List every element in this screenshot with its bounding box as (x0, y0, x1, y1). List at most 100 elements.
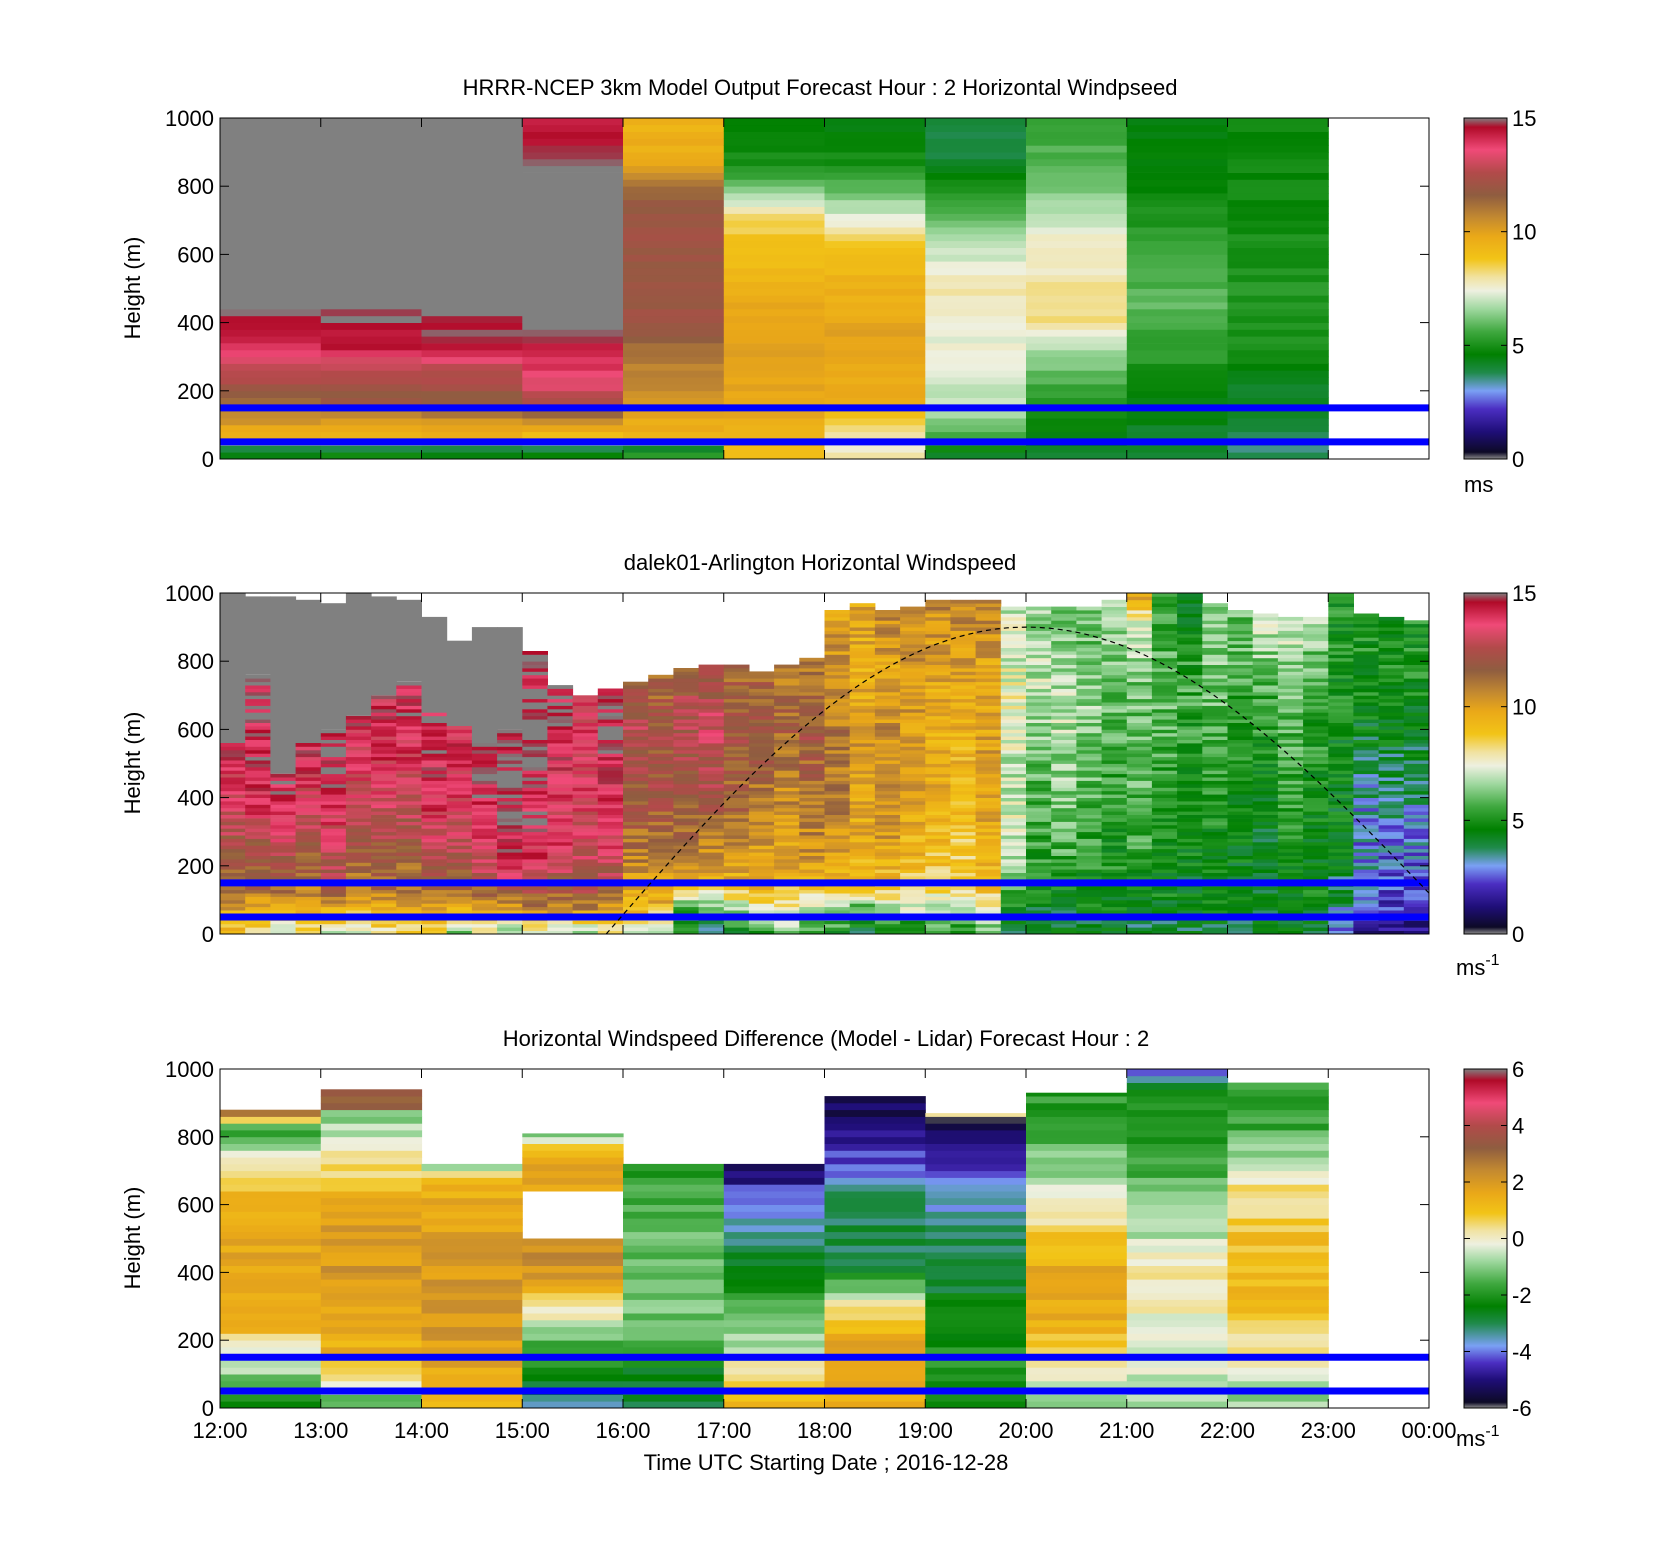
heatmap-cell (1303, 886, 1329, 891)
heatmap-cell (597, 712, 624, 717)
heatmap-cell (396, 685, 422, 689)
heatmap-cell (345, 910, 372, 914)
heatmap-cell (320, 818, 347, 822)
heatmap-cell (623, 1197, 725, 1205)
heatmap-cell (1026, 199, 1128, 207)
heatmap-cell (320, 1252, 423, 1260)
heatmap-cell (824, 165, 926, 173)
heatmap-cell (1126, 903, 1153, 908)
heatmap-cell (1151, 695, 1178, 700)
heatmap-cell (849, 910, 876, 914)
heatmap-cell (597, 838, 624, 843)
heatmap-cell (874, 736, 901, 740)
heatmap-cell (824, 930, 851, 935)
heatmap-cell (1101, 715, 1128, 720)
heatmap-cell (1353, 855, 1380, 860)
heatmap-cell (975, 869, 1002, 873)
heatmap-cell (220, 1380, 322, 1389)
heatmap-cell (1026, 424, 1128, 433)
heatmap-cell (623, 784, 649, 788)
heatmap-cell (1353, 688, 1380, 693)
heatmap-cell (975, 610, 1002, 614)
heatmap-cell (522, 418, 624, 426)
heatmap-cell (396, 807, 422, 812)
heatmap-cell (723, 247, 826, 255)
heatmap-cell (421, 274, 523, 283)
heatmap-cell (950, 674, 977, 679)
heatmap-cell (547, 729, 574, 734)
heatmap-cell (396, 708, 422, 713)
heatmap-cell (572, 828, 599, 833)
heatmap-cell (597, 821, 624, 826)
heatmap-cell (623, 729, 649, 734)
heatmap-cell (320, 1367, 423, 1375)
heatmap-cell (396, 739, 422, 744)
heatmap-cell (648, 743, 674, 747)
heatmap-cell (345, 828, 372, 833)
heatmap-cell (471, 811, 498, 815)
heatmap-cell (1126, 363, 1229, 371)
heatmap-cell (1403, 732, 1430, 737)
heatmap-cell (1151, 668, 1178, 672)
heatmap-cell (1177, 712, 1203, 717)
heatmap-cell (295, 930, 322, 935)
heatmap-cell (1101, 838, 1128, 843)
heatmap-cell (522, 729, 548, 734)
heatmap-cell (748, 930, 775, 935)
heatmap-cell (270, 794, 297, 798)
heatmap-cell (1328, 668, 1354, 672)
heatmap-cell (522, 872, 548, 877)
heatmap-cell (421, 1184, 523, 1192)
heatmap-cell (849, 746, 876, 751)
heatmap-cell (723, 1191, 826, 1199)
heatmap-cell (1177, 715, 1203, 720)
heatmap-cell (295, 896, 322, 901)
heatmap-cell (1151, 784, 1178, 788)
heatmap-cell (1227, 784, 1254, 788)
heatmap-cell (824, 784, 851, 788)
heatmap-cell (345, 756, 372, 761)
heatmap-cell (345, 719, 372, 723)
heatmap-cell (1000, 616, 1027, 621)
heatmap-cell (597, 698, 624, 703)
heatmap-cell (673, 756, 700, 761)
heatmap-cell (799, 841, 825, 846)
heatmap-cell (623, 903, 649, 908)
heatmap-cell (1076, 729, 1103, 734)
heatmap-cell (471, 801, 498, 805)
heatmap-cell (1051, 862, 1077, 867)
heatmap-cell (925, 261, 1027, 269)
heatmap-cell (446, 766, 473, 771)
heatmap-cell (1328, 906, 1354, 911)
heatmap-cell (799, 756, 825, 761)
heatmap-cell (320, 743, 347, 747)
heatmap-cell (1353, 794, 1380, 798)
heatmap-cell (471, 865, 498, 870)
heatmap-cell (320, 1136, 423, 1144)
heatmap-cell (320, 835, 347, 839)
heatmap-cell (597, 705, 624, 710)
heatmap-cell (900, 903, 926, 908)
heatmap-cell (497, 852, 523, 856)
heatmap-cell (295, 828, 322, 833)
heatmap-cell (245, 923, 271, 928)
heatmap-cell (623, 1313, 725, 1321)
heatmap-cell (1051, 756, 1077, 761)
heatmap-cell (1353, 749, 1380, 754)
heatmap-cell (900, 685, 926, 689)
heatmap-cell (698, 889, 725, 894)
heatmap-cell (1051, 927, 1077, 931)
heatmap-cell (572, 896, 599, 901)
heatmap-cell (270, 804, 297, 809)
heatmap-cell (1328, 930, 1354, 935)
heatmap-cell (522, 1184, 624, 1192)
heatmap-cell (1353, 691, 1380, 696)
heatmap-cell (1403, 705, 1430, 710)
heatmap-cell (1151, 852, 1178, 856)
heatmap-cell (1353, 797, 1380, 802)
heatmap-cell (1101, 702, 1128, 706)
heatmap-cell (597, 876, 624, 880)
heatmap-cell (1378, 633, 1405, 638)
heatmap-cell (623, 845, 649, 850)
heatmap-cell (1227, 848, 1254, 853)
